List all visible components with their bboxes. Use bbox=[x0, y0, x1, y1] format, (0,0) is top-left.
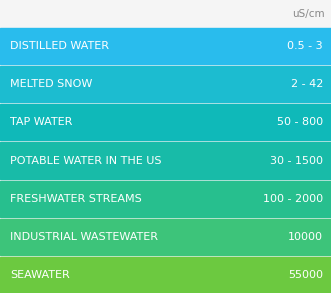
Bar bbox=[0, 219, 331, 255]
Text: 30 - 1500: 30 - 1500 bbox=[270, 156, 323, 166]
Text: INDUSTRIAL WASTEWATER: INDUSTRIAL WASTEWATER bbox=[10, 232, 158, 242]
Text: uS/cm: uS/cm bbox=[292, 9, 325, 19]
Text: FRESHWATER STREAMS: FRESHWATER STREAMS bbox=[10, 194, 142, 204]
Text: 0.5 - 3: 0.5 - 3 bbox=[287, 41, 323, 51]
Bar bbox=[0, 66, 331, 102]
Text: DISTILLED WATER: DISTILLED WATER bbox=[10, 41, 109, 51]
Text: MELTED SNOW: MELTED SNOW bbox=[10, 79, 92, 89]
Text: 2 - 42: 2 - 42 bbox=[291, 79, 323, 89]
Bar bbox=[0, 28, 331, 64]
Bar bbox=[0, 257, 331, 293]
Text: 55000: 55000 bbox=[288, 270, 323, 280]
Text: 10000: 10000 bbox=[288, 232, 323, 242]
Text: 100 - 2000: 100 - 2000 bbox=[263, 194, 323, 204]
Text: 50 - 800: 50 - 800 bbox=[277, 117, 323, 127]
Bar bbox=[0, 142, 331, 178]
Bar bbox=[0, 180, 331, 217]
Text: SEAWATER: SEAWATER bbox=[10, 270, 70, 280]
Text: POTABLE WATER IN THE US: POTABLE WATER IN THE US bbox=[10, 156, 162, 166]
Bar bbox=[0, 104, 331, 140]
Text: TAP WATER: TAP WATER bbox=[10, 117, 72, 127]
